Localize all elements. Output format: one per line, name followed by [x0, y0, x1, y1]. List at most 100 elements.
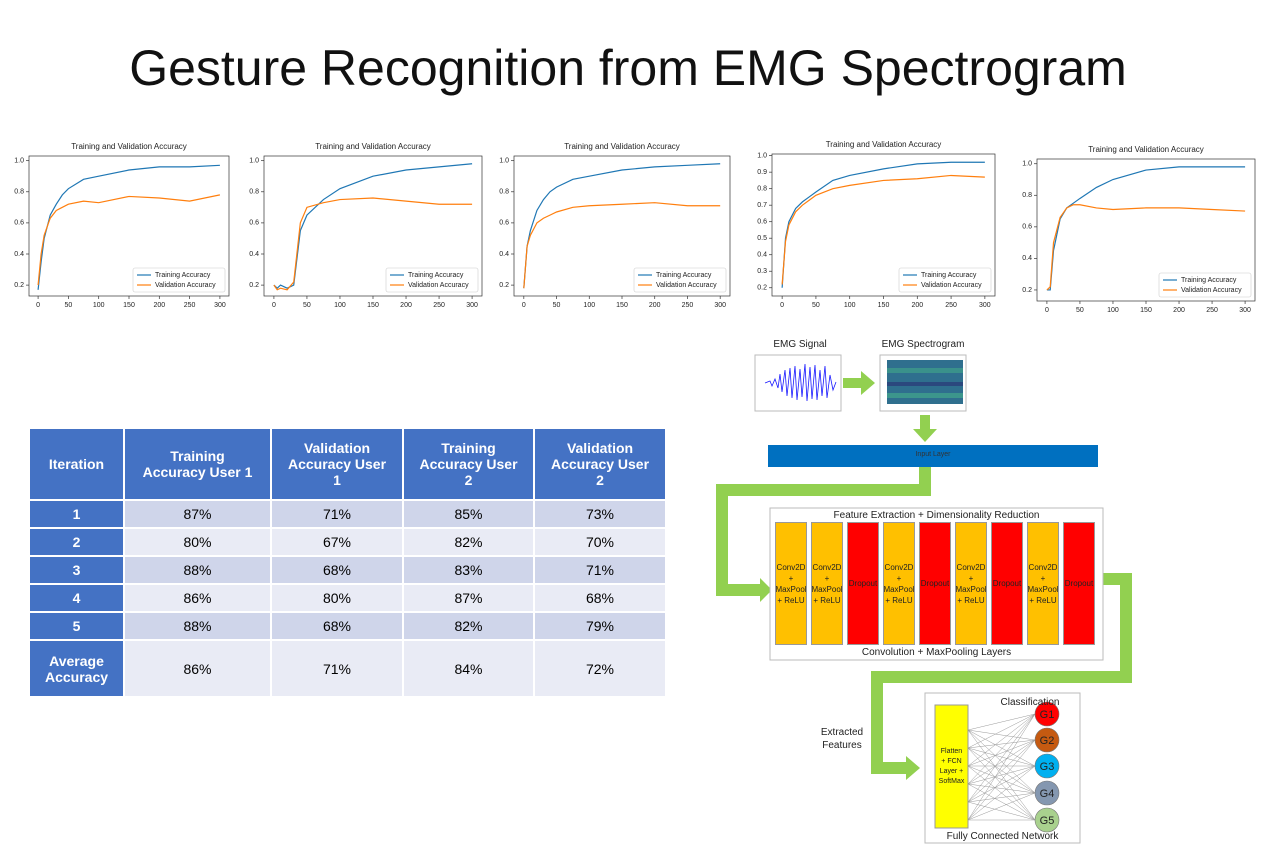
table-cell: Training Accuracy User 1	[123, 427, 272, 501]
fc-edge	[967, 713, 1036, 731]
y-tick-label: 0.8	[499, 189, 509, 196]
extracted-features-text: Extracted Features	[820, 727, 864, 751]
series-line	[781, 174, 985, 285]
series-line	[37, 194, 221, 286]
signal-wave	[764, 363, 837, 402]
fc-edge	[967, 801, 1036, 821]
table-cell: 79%	[533, 611, 667, 641]
flow-lines	[716, 467, 1132, 774]
fc-edge	[967, 713, 1036, 767]
chart-title: Training and Validation Accuracy	[564, 142, 680, 151]
table-cell: Average Accuracy	[28, 639, 125, 698]
y-tick-label: 1.0	[757, 152, 767, 159]
x-tick-label: 300	[1239, 307, 1251, 314]
table-cell: Iteration	[28, 427, 125, 501]
table-cell: 71%	[270, 499, 404, 529]
legend-label: Validation Accuracy	[1181, 287, 1242, 294]
y-tick-label: 0.6	[14, 220, 24, 227]
y-tick-label: 0.8	[757, 186, 767, 193]
table-cell: 82%	[402, 527, 535, 557]
x-tick-label: 100	[583, 302, 595, 309]
table-cell: 71%	[533, 555, 667, 585]
x-tick-label: 250	[433, 302, 445, 309]
layer-block: Conv2D + MaxPool + ReLU	[775, 522, 807, 645]
y-tick-label: 0.8	[249, 189, 259, 196]
legend-box	[132, 267, 226, 293]
class-node	[1034, 753, 1060, 779]
legend-label: Training Accuracy	[656, 272, 712, 279]
y-tick-label: 0.6	[1022, 224, 1032, 231]
chart: Training and Validation Accuracy 0.2 0.4 0.…	[14, 142, 230, 309]
layer-block: Conv2D + MaxPool + ReLU	[811, 522, 843, 645]
fc-edge	[967, 765, 1036, 821]
x-tick-label: 250	[682, 302, 694, 309]
extracted-features: Extracted Features	[812, 726, 872, 752]
y-tick-label: 1.0	[14, 158, 24, 165]
table-cell: Training Accuracy User 2	[402, 427, 535, 501]
y-tick-label: 0.5	[757, 235, 767, 242]
x-tick-label: 150	[367, 302, 379, 309]
table-cell: 4	[28, 583, 125, 613]
y-tick-label: 0.6	[757, 219, 767, 226]
flow-arrows	[760, 371, 937, 780]
table-cell: 5	[28, 611, 125, 641]
legend-box	[1158, 272, 1252, 298]
table-row: Average Accuracy 86% 71% 84% 72%	[28, 639, 667, 698]
fc-edge	[967, 765, 1036, 794]
table-cell: 82%	[402, 611, 535, 641]
x-tick-label: 50	[553, 302, 561, 309]
class-label: G4	[1040, 788, 1055, 800]
fc-edge	[967, 713, 1036, 785]
x-tick-label: 300	[466, 302, 478, 309]
fc-edge	[967, 747, 1036, 794]
table-cell: 68%	[270, 611, 404, 641]
y-tick-label: 0.4	[499, 251, 509, 258]
layer-block-text: Conv2D + MaxPool + ReLU	[955, 562, 987, 605]
chart-title: Training and Validation Accuracy	[1088, 145, 1204, 154]
legend-label: Validation Accuracy	[408, 282, 469, 289]
table-cell: 68%	[533, 583, 667, 613]
fc-edge	[967, 747, 1036, 821]
y-tick-label: 1.0	[1022, 161, 1032, 168]
x-tick-label: 300	[714, 302, 726, 309]
x-tick-label: 200	[649, 302, 661, 309]
fc-edge	[967, 729, 1036, 741]
x-tick-label: 50	[64, 302, 72, 309]
class-label: G1	[1040, 709, 1055, 721]
fc-edge	[967, 747, 1036, 767]
feature-title-text: Feature Extraction + Dimensionality Redu…	[833, 510, 1040, 521]
fc-edge	[967, 739, 1036, 749]
table-cell: 71%	[270, 639, 404, 698]
fc-edge	[967, 792, 1036, 821]
class-label: G2	[1040, 735, 1055, 747]
y-tick-label: 0.4	[249, 251, 259, 258]
signal-label: EMG Signal	[760, 339, 840, 350]
fcn-title-text: Fully Connected Network	[946, 831, 1059, 842]
x-tick-label: 300	[214, 302, 226, 309]
table-row: 5 88% 68% 82% 79%	[28, 611, 667, 641]
y-tick-label: 1.0	[249, 158, 259, 165]
x-tick-label: 150	[878, 302, 890, 309]
x-tick-label: 0	[780, 302, 784, 309]
feature-title: Feature Extraction + Dimensionality Redu…	[770, 510, 1103, 521]
x-tick-label: 200	[153, 302, 165, 309]
chart: Training and Validation Accuracy 0.2 0.3 0.…	[757, 140, 996, 309]
fc-edge	[967, 713, 1036, 749]
chart: Training and Validation Accuracy 0.2 0.4 0.…	[249, 142, 483, 309]
table-cell: 70%	[533, 527, 667, 557]
x-tick-label: 100	[844, 302, 856, 309]
series-line	[273, 197, 473, 291]
x-tick-label: 250	[184, 302, 196, 309]
y-tick-label: 0.2	[499, 282, 509, 289]
fc-edge	[967, 729, 1036, 821]
x-tick-label: 100	[334, 302, 346, 309]
fc-edge	[967, 792, 1036, 803]
fc-edge	[967, 729, 1036, 767]
table-row: 3 88% 68% 83% 71%	[28, 555, 667, 585]
layer-block-text: Conv2D + MaxPool + ReLU	[883, 562, 915, 605]
x-tick-label: 0	[36, 302, 40, 309]
legend-box	[385, 267, 479, 293]
conv-title: Convolution + MaxPooling Layers	[770, 647, 1103, 658]
x-tick-label: 250	[1206, 307, 1218, 314]
